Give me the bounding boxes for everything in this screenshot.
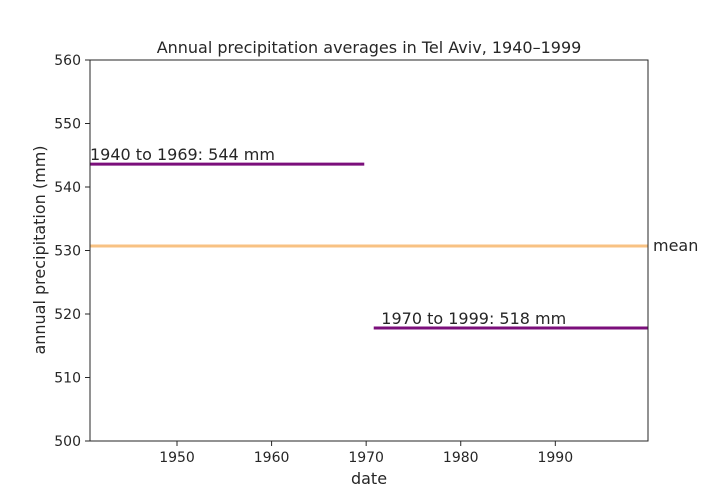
plot-area: 1940 to 1969: 544 mm 1970 to 1999: 518 mm… bbox=[90, 145, 698, 330]
y-tick-label: 560 bbox=[54, 53, 81, 69]
plot-frame bbox=[89, 59, 649, 442]
x-tick-label: 1990 bbox=[537, 450, 573, 466]
x-tick-label: 1980 bbox=[443, 450, 479, 466]
y-tick-label: 550 bbox=[54, 117, 81, 133]
y-tick-label: 520 bbox=[54, 307, 81, 323]
y-tick-label: 540 bbox=[54, 180, 81, 196]
chart-title: Annual precipitation averages in Tel Avi… bbox=[157, 38, 582, 57]
x-tick-label: 1960 bbox=[254, 450, 290, 466]
y-axis-label: annual precipitation (mm) bbox=[30, 145, 49, 354]
x-axis-label: date bbox=[351, 469, 387, 488]
x-tick-label: 1950 bbox=[159, 450, 195, 466]
y-tick-label: 500 bbox=[54, 434, 81, 450]
mean-label: mean bbox=[653, 236, 698, 255]
period-annotation-1: 1940 to 1969: 544 mm bbox=[90, 145, 275, 164]
y-tick-label: 510 bbox=[54, 371, 81, 387]
x-tick-label: 1970 bbox=[348, 450, 384, 466]
y-tick-label: 530 bbox=[54, 244, 81, 260]
y-axis: 500 510 520 530 540 550 560 bbox=[54, 53, 90, 450]
x-axis: 1950 1960 1970 1980 1990 bbox=[159, 441, 573, 466]
period-annotation-2: 1970 to 1999: 518 mm bbox=[381, 309, 566, 328]
